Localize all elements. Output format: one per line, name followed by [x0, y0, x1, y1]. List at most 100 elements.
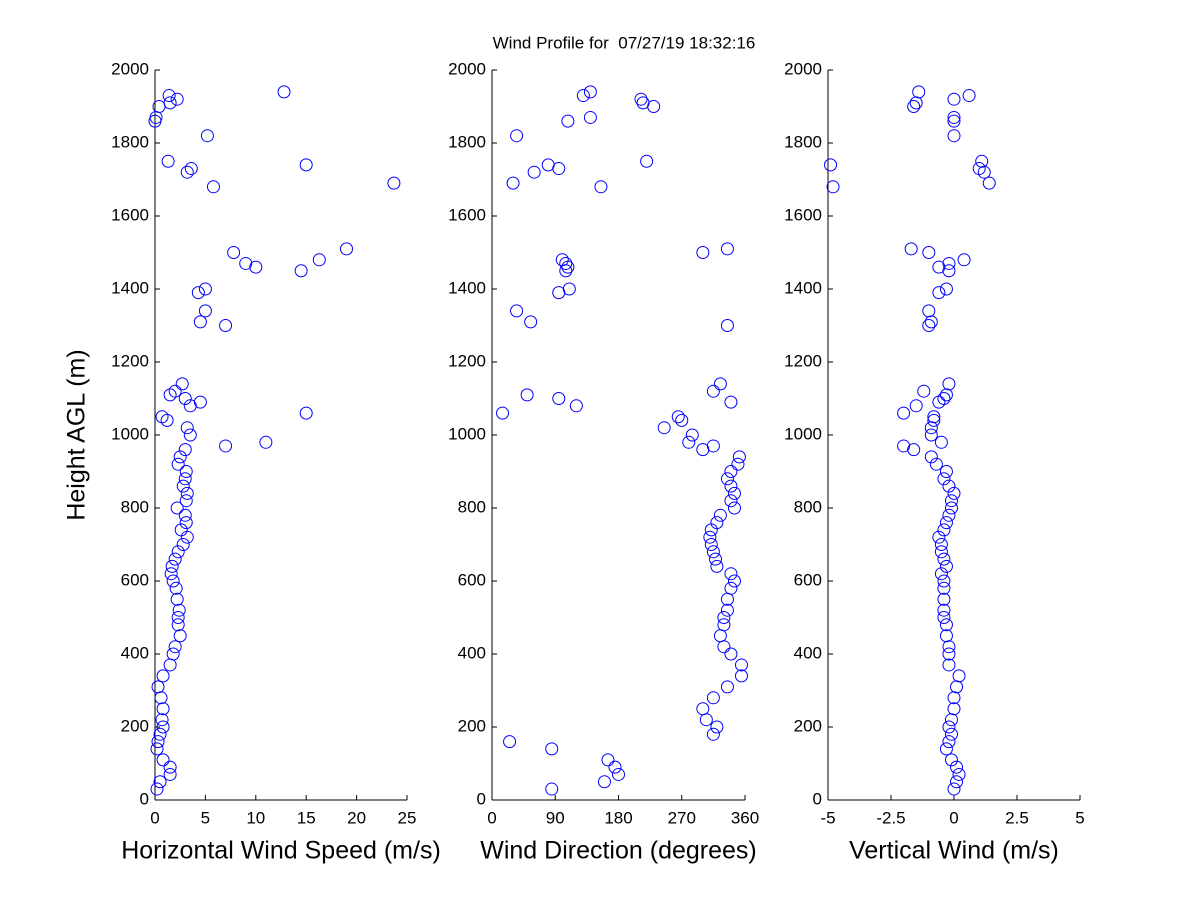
point: [583, 85, 597, 99]
point: [907, 100, 921, 113]
point: [161, 154, 175, 168]
x-axis-label: Wind Direction (degrees): [480, 837, 757, 865]
point: [939, 618, 953, 632]
point: [562, 282, 576, 296]
point: [520, 388, 534, 402]
point: [154, 691, 168, 705]
point: [671, 410, 685, 424]
point: [717, 618, 731, 632]
point: [703, 530, 717, 544]
point: [947, 129, 961, 143]
point: [178, 443, 192, 457]
point: [924, 421, 938, 435]
x-tick-label: 2.5: [1005, 808, 1029, 827]
point: [939, 388, 953, 402]
point: [173, 629, 187, 643]
x-tick-label: 0: [150, 808, 159, 827]
x-tick-label: 25: [398, 808, 417, 827]
point: [155, 713, 169, 727]
y-tick-label: 600: [458, 570, 486, 589]
point: [950, 680, 964, 694]
point: [219, 439, 233, 453]
point: [150, 782, 164, 796]
point: [824, 158, 838, 172]
x-tick-label: 0: [487, 808, 496, 827]
point: [163, 767, 177, 781]
point: [569, 399, 583, 413]
y-tick-label: 800: [121, 497, 149, 516]
point: [717, 640, 731, 654]
point: [561, 114, 575, 128]
point: [706, 727, 720, 741]
point: [944, 753, 958, 767]
point: [939, 629, 953, 643]
point: [706, 545, 720, 559]
point: [178, 392, 192, 405]
point: [239, 256, 253, 270]
y-tick-label: 200: [121, 716, 149, 735]
point: [168, 552, 182, 566]
point: [727, 574, 741, 588]
point: [939, 516, 953, 530]
point: [713, 629, 727, 643]
point: [184, 162, 198, 176]
point: [506, 176, 520, 190]
point: [163, 760, 177, 774]
point: [168, 384, 182, 398]
point: [934, 538, 948, 551]
point: [924, 428, 938, 442]
point: [732, 450, 746, 464]
y-tick-label: 1200: [784, 351, 822, 370]
point: [937, 574, 951, 588]
point: [173, 450, 187, 464]
point: [727, 486, 741, 500]
point: [982, 176, 996, 190]
point: [150, 742, 164, 756]
point: [720, 319, 734, 332]
point: [947, 691, 961, 705]
figure-title: Wind Profile for 07/27/19 18:32:16: [493, 33, 756, 52]
point: [170, 592, 184, 606]
point: [685, 428, 699, 442]
point: [170, 92, 184, 106]
point: [944, 727, 958, 741]
point: [597, 775, 611, 789]
point: [937, 581, 951, 595]
point: [932, 530, 946, 544]
point: [717, 611, 731, 624]
point: [704, 538, 718, 551]
point: [387, 176, 401, 190]
point: [510, 304, 524, 318]
point: [939, 465, 953, 478]
point: [180, 530, 194, 544]
point: [601, 753, 615, 767]
point: [724, 465, 738, 478]
y-tick-label: 0: [813, 789, 822, 808]
y-tick-label: 1600: [448, 205, 486, 224]
point: [682, 435, 696, 449]
point: [731, 457, 745, 471]
point: [724, 581, 738, 595]
point: [583, 110, 597, 124]
point: [227, 246, 241, 259]
y-tick-label: 1200: [111, 351, 149, 370]
point: [169, 581, 183, 595]
point: [947, 782, 961, 796]
point: [219, 319, 233, 332]
point: [163, 658, 177, 672]
x-axis-label: Horizontal Wind Speed (m/s): [121, 837, 441, 865]
x-tick-label: -2.5: [876, 808, 905, 827]
point: [510, 129, 524, 143]
point: [249, 260, 263, 274]
point: [720, 242, 734, 256]
point: [171, 618, 185, 632]
point: [942, 735, 956, 749]
point: [934, 567, 948, 581]
point: [608, 760, 622, 774]
point: [576, 89, 590, 103]
point: [932, 286, 946, 300]
point: [942, 640, 956, 654]
point: [165, 559, 179, 573]
point: [496, 406, 510, 420]
